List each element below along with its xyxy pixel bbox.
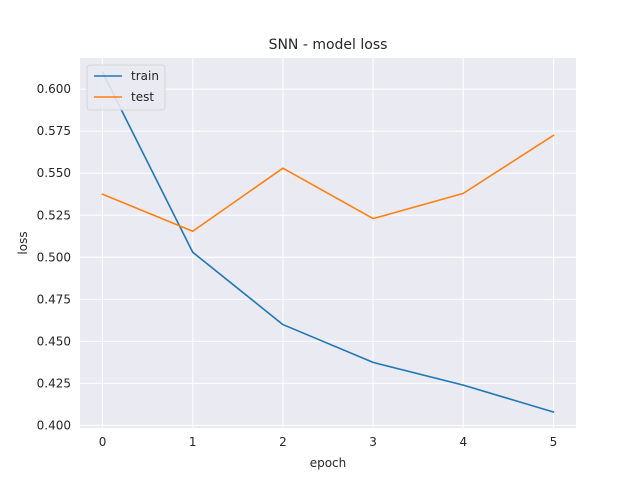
x-tick-label: 2 [279, 435, 287, 449]
y-tick-label: 0.425 [37, 376, 71, 390]
y-axis-label: loss [16, 231, 30, 254]
x-tick-label: 3 [369, 435, 377, 449]
x-gridlines [102, 58, 554, 428]
plot-area [80, 58, 576, 428]
y-tick-labels: 0.400 0.425 0.450 0.475 0.500 0.525 0.550 0.575… [37, 82, 71, 432]
legend: train test [86, 64, 166, 111]
x-tick-labels: 0 1 2 3 4 5 [99, 435, 558, 449]
x-tick-label: 0 [99, 435, 107, 449]
x-tick-label: 4 [459, 435, 467, 449]
y-tick-label: 0.525 [37, 208, 71, 222]
legend-label-train: train [131, 69, 159, 83]
series-lines [101, 71, 555, 414]
y-tick-label: 0.475 [37, 292, 71, 306]
y-tick-label: 0.500 [37, 250, 71, 264]
y-tick-label: 0.575 [37, 124, 71, 138]
series-line-train [101, 71, 555, 414]
x-tick-label: 5 [550, 435, 558, 449]
chart-title: SNN - model loss [269, 37, 388, 53]
y-tick-label: 0.600 [37, 82, 71, 96]
y-tick-label: 0.550 [37, 166, 71, 180]
x-tick-label: 1 [189, 435, 197, 449]
y-tick-label: 0.400 [37, 418, 71, 432]
x-axis-label: epoch [310, 456, 347, 470]
y-tick-label: 0.450 [37, 334, 71, 348]
legend-label-test: test [131, 90, 154, 104]
series-line-test [101, 134, 555, 233]
